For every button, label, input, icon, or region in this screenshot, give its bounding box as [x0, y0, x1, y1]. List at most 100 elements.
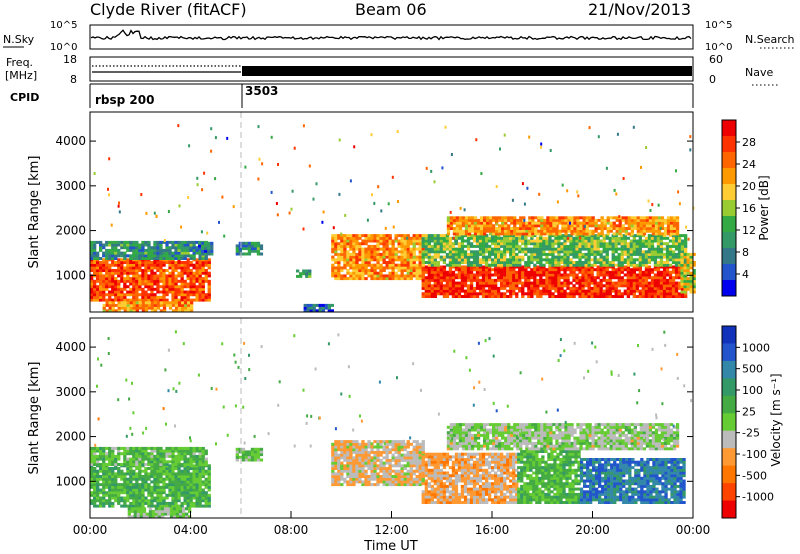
heatmap-cell — [132, 483, 136, 487]
heatmap-cell — [548, 265, 552, 269]
heatmap-cell — [572, 286, 576, 290]
heatmap-cell — [611, 247, 615, 251]
heatmap-cell — [367, 274, 371, 278]
heatmap-cell — [340, 234, 344, 238]
heatmap-cell — [340, 252, 344, 256]
heatmap-cell — [639, 227, 643, 230]
heatmap-cell — [337, 244, 341, 248]
heatmap-cell — [644, 242, 649, 246]
heatmap-cell — [454, 295, 459, 298]
heatmap-cell — [445, 286, 450, 290]
heatmap-cell — [445, 263, 450, 267]
heatmap-cell — [388, 250, 392, 254]
heatmap-cell — [599, 281, 603, 285]
heatmap-cell — [542, 247, 546, 251]
heatmap-cell — [590, 244, 594, 248]
heatmap-cell — [123, 271, 127, 275]
heatmap-cell — [171, 293, 175, 297]
heatmap-cell — [439, 281, 443, 285]
heatmap-cell — [557, 258, 561, 262]
heatmap-cell — [442, 236, 447, 240]
heatmap-cell — [195, 480, 199, 484]
heatmap-cell — [196, 183, 199, 187]
heatmap-cell — [464, 218, 469, 222]
heatmap-cell — [488, 265, 492, 269]
heatmap-cell — [510, 229, 514, 233]
heatmap-cell — [609, 229, 613, 233]
heatmap-cell — [379, 258, 383, 262]
heatmap-cell — [623, 268, 627, 272]
heatmap-cell — [162, 480, 166, 484]
heatmap-cell — [138, 504, 142, 508]
heatmap-cell — [445, 247, 450, 251]
heatmap-cell — [630, 227, 634, 230]
heatmap-cell — [337, 266, 341, 270]
heatmap-cell — [457, 263, 462, 267]
heatmap-cell — [382, 261, 386, 264]
heatmap-cell — [138, 449, 142, 453]
heatmap-cell — [174, 287, 178, 291]
heatmap-cell — [296, 274, 300, 278]
heatmap-cell — [117, 287, 121, 291]
heatmap-cell — [617, 292, 621, 296]
heatmap-cell — [650, 239, 655, 243]
heatmap-cell — [155, 214, 158, 218]
heatmap-cell — [406, 269, 410, 272]
heatmap-cell — [665, 244, 670, 248]
heatmap-cell — [204, 271, 208, 275]
heatmap-cell — [376, 261, 380, 264]
heatmap-cell — [485, 247, 489, 251]
heatmap-cell — [552, 224, 556, 228]
heatmap-cell — [488, 273, 492, 277]
heatmap-cell — [641, 244, 645, 248]
heatmap-cell — [572, 236, 576, 240]
heatmap-cell — [204, 269, 208, 272]
heatmap-cell — [180, 504, 184, 508]
heatmap-cell — [105, 480, 109, 484]
heatmap-cell — [675, 232, 680, 236]
heatmap-cell — [102, 251, 106, 255]
heatmap-cell — [671, 255, 676, 259]
heatmap-cell — [602, 295, 606, 298]
heatmap-cell — [93, 269, 97, 272]
heatmap-cell — [132, 282, 136, 286]
heatmap-cell — [421, 261, 425, 264]
heatmap-cell — [150, 488, 154, 492]
heatmap-cell — [382, 277, 386, 281]
heatmap-cell — [472, 286, 477, 290]
heatmap-cell — [141, 271, 145, 275]
heatmap-cell — [111, 287, 115, 291]
heatmap-cell — [439, 258, 443, 262]
heatmap-cell — [406, 250, 410, 254]
heatmap-cell — [123, 309, 127, 313]
heatmap-cell — [620, 247, 624, 251]
heatmap-cell — [635, 250, 639, 254]
heatmap-cell — [507, 218, 511, 222]
heatmap-cell — [605, 255, 609, 259]
heatmap-cell — [153, 293, 157, 297]
heatmap-cell — [144, 309, 149, 313]
heatmap-cell — [123, 488, 127, 492]
heatmap-cell — [575, 239, 579, 243]
heatmap-cell — [659, 278, 664, 282]
heatmap-cell — [494, 289, 498, 293]
heatmap-cell — [327, 309, 331, 313]
heatmap-cell — [352, 255, 356, 259]
heatmap-cell — [674, 258, 679, 262]
heatmap-cell — [504, 221, 508, 225]
heatmap-cell — [343, 250, 347, 254]
heatmap-cell — [99, 449, 103, 453]
heatmap-cell — [463, 284, 468, 288]
heatmap-cell — [575, 278, 579, 282]
heatmap-cell — [557, 289, 561, 293]
heatmap-cell — [174, 243, 178, 247]
heatmap-cell — [189, 290, 193, 294]
heatmap-cell — [560, 292, 564, 296]
heatmap-cell — [656, 252, 661, 256]
heatmap-cell — [584, 289, 588, 293]
heatmap-cell — [461, 221, 466, 225]
heatmap-cell — [584, 234, 588, 238]
heatmap-cell — [684, 244, 688, 248]
heatmap-cell — [93, 279, 97, 283]
heatmap-cell — [635, 263, 639, 267]
